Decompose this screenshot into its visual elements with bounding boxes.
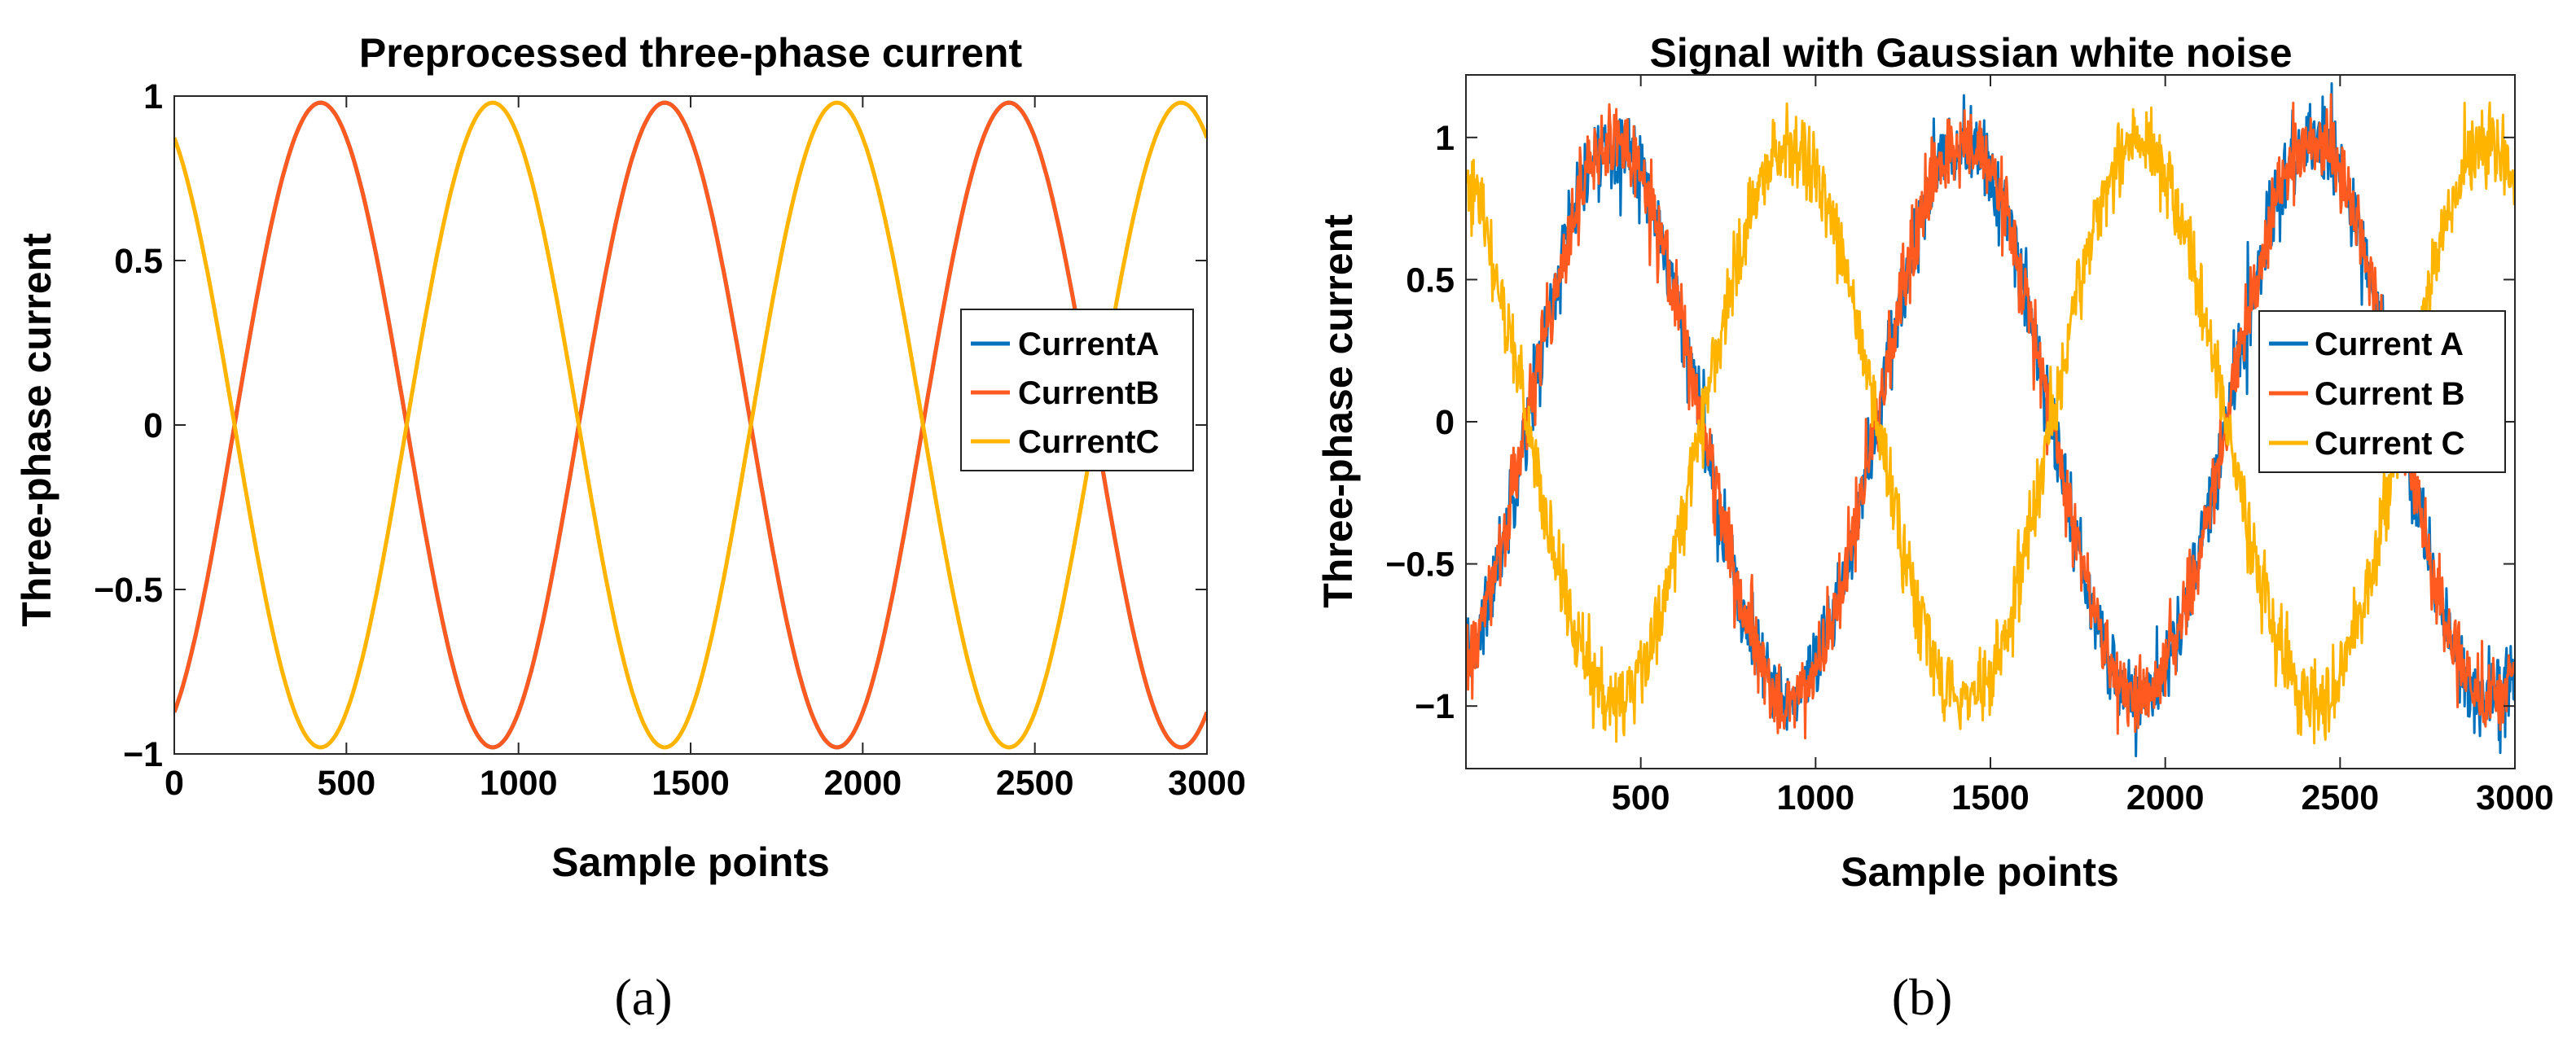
chart-a-xtick-label: 0 (165, 764, 184, 803)
chart-b-ytick-label: −0.5 (1385, 546, 1455, 585)
chart-a-legend-label-c: CurrentC (1018, 424, 1159, 460)
chart-a-ytick-label: 1 (143, 77, 163, 116)
chart-b-legend-label-a: Current A (2315, 326, 2464, 362)
chart-b-xtick-label: 1500 (1951, 778, 2030, 817)
chart-a-legend: CurrentA CurrentB CurrentC (960, 309, 1194, 471)
chart-b-ytick-label: 0.5 (1406, 261, 1455, 300)
chart-a-legend-label-a: CurrentA (1018, 326, 1159, 362)
chart-b-xtick-label: 3000 (2476, 778, 2554, 817)
chart-b-ytick-label: 0 (1435, 403, 1455, 442)
chart-b-xtick-label: 2000 (2126, 778, 2205, 817)
chart-a-xlabel: Sample points (551, 839, 830, 885)
chart-a-ytick-label: −0.5 (94, 571, 163, 610)
chart-b-series-a-line (1466, 82, 2515, 758)
chart-a-xtick-label: 2000 (823, 764, 902, 803)
chart-a-ylabel: Three-phase current (14, 233, 59, 627)
chart-a-ytick-label: −1 (123, 735, 163, 774)
chart-b-legend-label-b: Current B (2315, 376, 2464, 412)
chart-b-xlabel: Sample points (1841, 849, 2119, 895)
chart-a-xtick-label: 2500 (996, 764, 1074, 803)
caption-a: (a) (614, 968, 672, 1026)
chart-b-series-b-line (1466, 93, 2515, 740)
chart-b-xtick-label: 1000 (1776, 778, 1854, 817)
chart-a-series-group (174, 100, 1207, 750)
chart-a-series-c-line (174, 100, 1207, 750)
chart-b-series-c-line (1466, 101, 2515, 745)
chart-b-legend: Current A Current B Current C (2258, 310, 2506, 473)
chart-a-plot-area: 0 500 1000 1500 2000 2500 3000 −1 −0.5 0 0.5 1 (94, 77, 1246, 803)
chart-a-legend-label-b: CurrentB (1018, 375, 1159, 411)
chart-b-ytick-label: −1 (1415, 687, 1455, 726)
chart-a-xtick-label: 500 (317, 764, 375, 803)
chart-a-xtick-label: 1000 (480, 764, 558, 803)
chart-a: Preprocessed three-phase current Sample … (14, 30, 1246, 885)
chart-a-title: Preprocessed three-phase current (359, 30, 1023, 76)
chart-a-xtick-label: 1500 (652, 764, 730, 803)
chart-b-legend-label-c: Current C (2315, 426, 2464, 462)
chart-a-series-b-line (174, 100, 1207, 750)
chart-b-title: Signal with Gaussian white noise (1649, 30, 2292, 76)
chart-b-series-group (1466, 82, 2515, 758)
chart-b-ytick-label: 1 (1435, 119, 1455, 158)
chart-a-ytick-label: 0 (143, 406, 163, 445)
chart-a-ytick-label: 0.5 (114, 242, 163, 281)
chart-b-xtick-label: 2500 (2301, 778, 2379, 817)
chart-a-xtick-label: 3000 (1168, 764, 1246, 803)
caption-b: (b) (1892, 968, 1953, 1026)
chart-b-xtick-label: 500 (1612, 778, 1670, 817)
chart-a-legend-box (960, 309, 1194, 471)
chart-b: Signal with Gaussian white noise Sample … (1315, 30, 2554, 895)
chart-b-ylabel: Three-phase current (1315, 214, 1361, 608)
chart-b-plot-area: 500 1000 1500 2000 2500 3000 −1 −0.5 0 0.5 1 (1385, 74, 2554, 817)
